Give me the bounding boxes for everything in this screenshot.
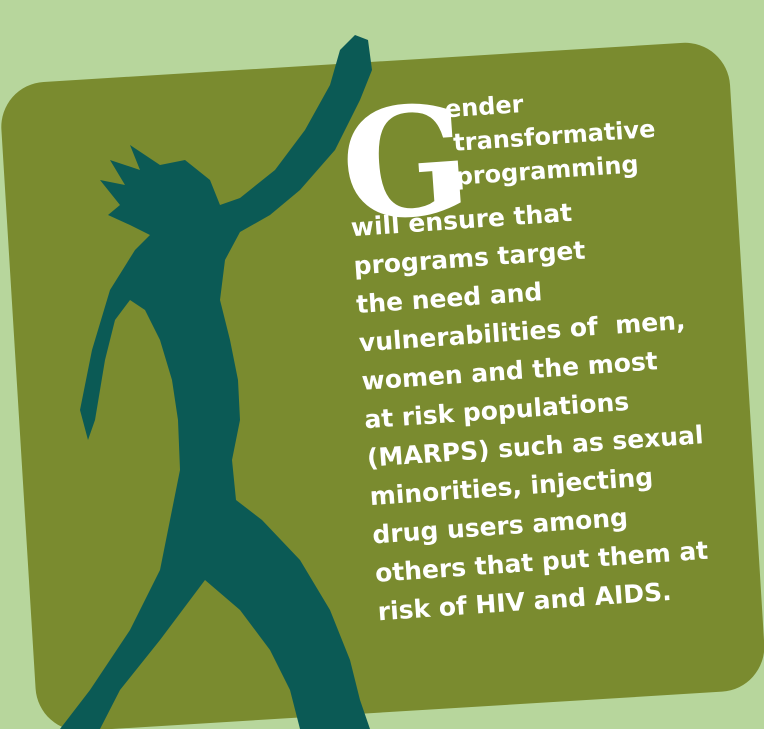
lead-line: ender (444, 90, 525, 123)
poster: G endertransformativeprogramming will en… (0, 0, 764, 729)
